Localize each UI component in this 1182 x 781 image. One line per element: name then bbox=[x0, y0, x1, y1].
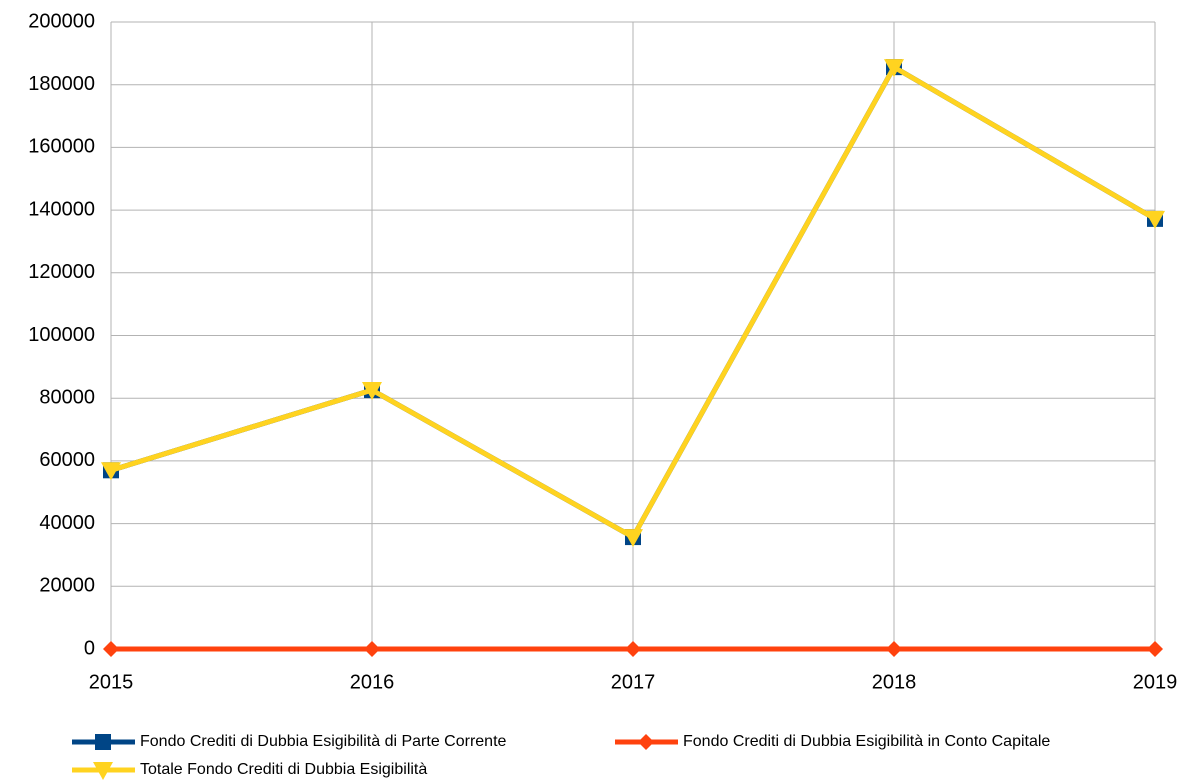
legend-label: Fondo Crediti di Dubbia Esigibilità in C… bbox=[683, 733, 1050, 750]
point bbox=[884, 59, 904, 78]
x-tick-label: 2018 bbox=[872, 671, 917, 693]
y-tick-label: 60000 bbox=[39, 449, 95, 471]
y-tick-label: 200000 bbox=[28, 10, 95, 32]
x-tick-label: 2016 bbox=[350, 671, 395, 693]
legend-marker bbox=[95, 734, 111, 750]
point bbox=[1145, 210, 1165, 229]
point bbox=[886, 641, 902, 657]
y-tick-label: 20000 bbox=[39, 575, 95, 597]
point bbox=[364, 641, 380, 657]
y-tick-label: 80000 bbox=[39, 386, 95, 408]
point bbox=[101, 462, 121, 481]
legend-label: Totale Fondo Crediti di Dubbia Esigibili… bbox=[140, 761, 427, 778]
point bbox=[103, 641, 119, 657]
y-tick-label: 140000 bbox=[28, 198, 95, 220]
point bbox=[1147, 641, 1163, 657]
x-tick-label: 2017 bbox=[611, 671, 656, 693]
legend-marker bbox=[93, 762, 113, 780]
point bbox=[623, 529, 643, 548]
x-tick-label: 2015 bbox=[89, 671, 134, 693]
y-tick-label: 40000 bbox=[39, 512, 95, 534]
y-tick-label: 120000 bbox=[28, 261, 95, 283]
y-tick-label: 180000 bbox=[28, 73, 95, 95]
y-tick-label: 160000 bbox=[28, 136, 95, 158]
point bbox=[625, 641, 641, 657]
y-tick-label: 0 bbox=[84, 637, 95, 659]
point bbox=[362, 382, 382, 401]
x-tick-label: 2019 bbox=[1133, 671, 1178, 693]
legend-label: Fondo Crediti di Dubbia Esigibilità di P… bbox=[140, 733, 507, 750]
legend-marker bbox=[638, 734, 654, 750]
y-tick-label: 100000 bbox=[28, 324, 95, 346]
